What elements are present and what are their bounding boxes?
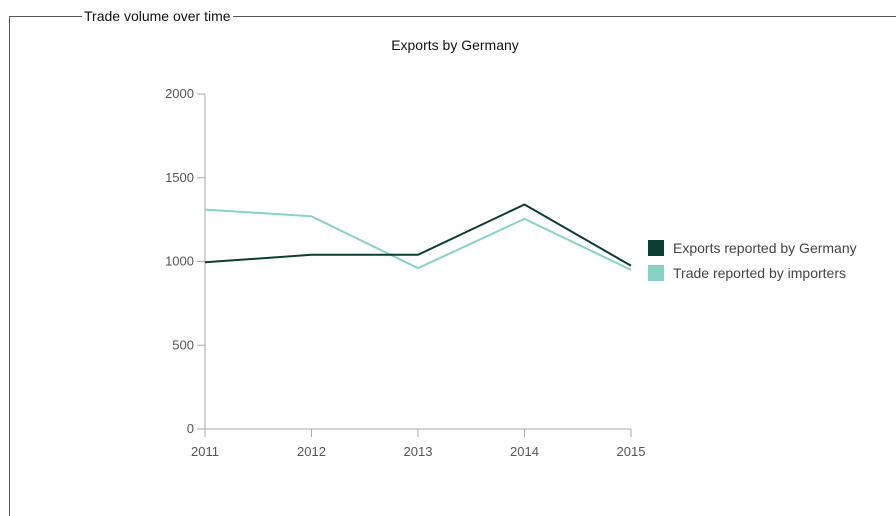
chart-title: Exports by Germany [391, 37, 519, 53]
y-tick-label: 500 [172, 337, 194, 352]
series-line-1 [204, 203, 632, 267]
y-axis: 0 500 1000 1500 2000 [165, 86, 206, 436]
chart-legend: Exports reported by Germany Trade reporte… [648, 240, 857, 281]
series-line-2 [204, 208, 632, 271]
chart-container: Exports by Germany 0 500 1000 1500 2000 2011… [165, 37, 857, 459]
series-layer [204, 203, 632, 271]
legend-label: Exports reported by Germany [673, 240, 857, 256]
x-axis: 2011 2012 2013 2014 2015 [191, 428, 646, 459]
line-chart: Exports by Germany 0 500 1000 1500 2000 2011… [165, 37, 857, 459]
y-tick-label: 1500 [165, 170, 194, 185]
y-tick-label: 0 [187, 421, 194, 436]
x-tick-label: 2013 [404, 444, 433, 459]
x-tick-label: 2012 [297, 444, 326, 459]
x-tick-label: 2015 [617, 444, 646, 459]
y-tick-label: 1000 [165, 254, 194, 269]
chart-panel-frame [9, 16, 896, 516]
panel-title: Trade volume over time [82, 7, 233, 25]
x-tick-label: 2014 [510, 444, 539, 459]
x-tick-label: 2011 [191, 444, 219, 459]
legend-swatch [648, 265, 664, 281]
legend-swatch [648, 240, 664, 256]
y-tick-label: 2000 [165, 86, 194, 101]
legend-label: Trade reported by importers [673, 265, 846, 281]
